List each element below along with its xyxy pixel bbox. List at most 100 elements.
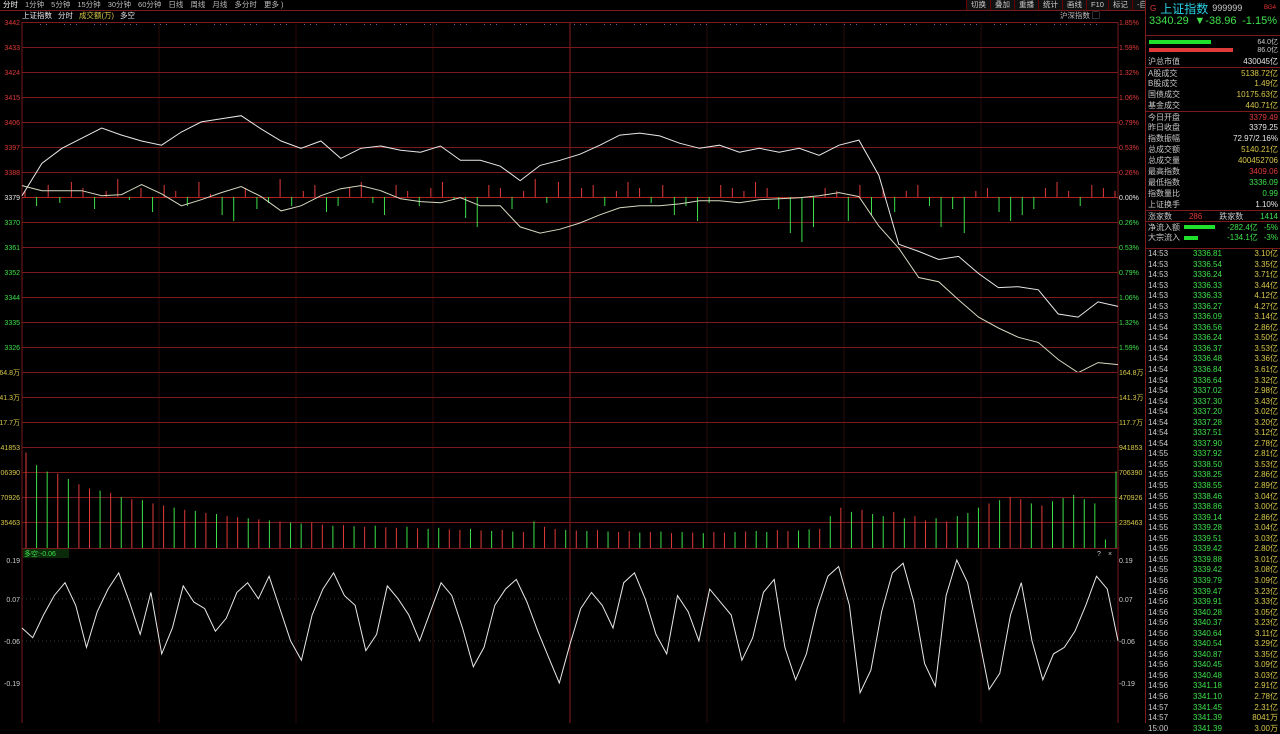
tick-row: 14:55 3339.14 2.86亿 — [1146, 513, 1280, 524]
event-marker — [94, 24, 95, 25]
tick-amount: 3.53亿 — [1254, 343, 1278, 353]
index-title: 上证指数 — [1160, 1, 1209, 16]
tick-amount: 3.50亿 — [1254, 333, 1278, 343]
stat-label: 总成交额 — [1148, 145, 1180, 154]
period-tab[interactable]: 月线 — [212, 0, 228, 9]
tick-amount: 3.03亿 — [1254, 533, 1278, 543]
period-tab[interactable]: 1分钟 — [25, 0, 45, 9]
inflow-bar-green — [1149, 40, 1211, 44]
indicator-tick-label: 0.07 — [6, 597, 20, 604]
tick-time: 14:56 — [1148, 628, 1169, 638]
tick-amount: 3.08亿 — [1254, 565, 1278, 575]
tick-amount: 2.80亿 — [1254, 544, 1278, 554]
stat-row: 总成交额 5140.21亿 — [1146, 144, 1280, 155]
event-marker — [1090, 24, 1091, 25]
intraday-chart[interactable]: 3442 1.85% 3433 1.59% 3424 1.32% 3415 1.06% 3406… — [0, 0, 1145, 723]
toolbar-button[interactable]: 标记 — [1107, 0, 1132, 10]
event-marker — [136, 24, 137, 25]
stat-value: 400452706 — [1237, 156, 1278, 165]
price-tick-label: 3415 — [4, 95, 20, 102]
tick-price: 3336.09 — [1193, 312, 1222, 322]
tick-time: 14:53 — [1148, 312, 1169, 322]
tick-row: 14:55 3338.25 2.86亿 — [1146, 470, 1280, 481]
tick-row: 14:53 3336.33 4.12亿 — [1146, 291, 1280, 302]
event-marker — [280, 24, 281, 25]
toolbar-button[interactable]: 统计 — [1038, 0, 1062, 10]
tick-price: 3336.24 — [1193, 333, 1222, 343]
close-icon[interactable]: × — [1108, 551, 1112, 558]
period-tab[interactable]: 多分时 — [234, 0, 257, 9]
period-tab[interactable]: 日线 — [168, 0, 184, 9]
toolbar-button[interactable]: 重播 — [1014, 0, 1038, 10]
tick-row: 14:56 3339.47 3.23亿 — [1146, 587, 1280, 598]
toolbar-button[interactable]: F10 — [1086, 0, 1108, 10]
event-marker — [616, 24, 617, 25]
pct-tick-label: 0.00% — [1119, 195, 1139, 202]
event-marker — [580, 24, 581, 25]
period-tab[interactable]: 30分钟 — [107, 0, 132, 9]
toolbar-button[interactable]: 切换 — [966, 0, 990, 10]
tick-amount: 2.31亿 — [1254, 702, 1278, 712]
tick-price: 3338.25 — [1193, 470, 1222, 480]
tick-row: 14:55 3339.42 2.80亿 — [1146, 544, 1280, 555]
tick-row: 14:56 3340.45 3.09亿 — [1146, 660, 1280, 671]
tick-list[interactable]: 14:53 3336.81 3.10亿 14:53 3336.54 3.35亿 14:53 3… — [1146, 248, 1280, 734]
tick-row: 14:53 3336.24 3.71亿 — [1146, 270, 1280, 281]
chart-subheader: 上证指数 分时 成交额(万) 多空 — [22, 11, 135, 21]
stat-value: 430045亿 — [1243, 57, 1278, 66]
period-tab[interactable]: 更多 ) — [263, 0, 284, 9]
tick-amount: 2.91亿 — [1254, 681, 1278, 691]
tick-price: 3339.42 — [1193, 565, 1222, 575]
event-marker — [634, 24, 635, 25]
period-tab[interactable]: 15分钟 — [77, 0, 101, 9]
event-marker — [1036, 24, 1037, 25]
tick-time: 14:54 — [1148, 438, 1169, 448]
toolbar-button[interactable]: 叠加 — [990, 0, 1014, 10]
indicator-name[interactable]: 多空 — [120, 11, 135, 20]
event-marker — [430, 24, 431, 25]
event-marker — [1054, 24, 1055, 25]
volume-label[interactable]: 成交额(万) — [79, 11, 114, 20]
stat-label: 最高指数 — [1148, 167, 1180, 176]
period-tab[interactable]: 分时 — [3, 0, 18, 9]
event-marker — [244, 24, 245, 25]
indicator-right-tick-label: -0.19 — [1119, 681, 1135, 688]
toolbar-button[interactable]: 画线 — [1062, 0, 1086, 10]
tick-price: 3340.64 — [1193, 628, 1222, 638]
tick-time: 14:53 — [1148, 249, 1169, 258]
right-panel: G 上证指数 999999 BG4 3340.29 ▼-38.96 -1.15%… — [1145, 0, 1280, 733]
tick-amount: 3.61亿 — [1254, 365, 1278, 375]
tick-amount: 3.11亿 — [1255, 628, 1278, 638]
tick-price: 3340.45 — [1193, 660, 1222, 670]
pct-tick-label: 0.79% — [1119, 270, 1139, 277]
tick-time: 14:54 — [1148, 343, 1169, 353]
tick-row: 14:54 3337.28 3.20亿 — [1146, 418, 1280, 429]
pct-tick-label: 1.59% — [1119, 45, 1139, 52]
mode-label[interactable]: 分时 — [58, 11, 73, 20]
stat-value: 3409.06 — [1249, 167, 1278, 176]
period-tab[interactable]: 60分钟 — [138, 0, 162, 9]
volume-tick-label: 41853 — [1, 445, 21, 452]
price-tick-label: 3370 — [4, 220, 20, 227]
help-icon[interactable]: ? — [1097, 551, 1101, 558]
price-tick-label: 3397 — [4, 145, 20, 152]
tick-time: 14:55 — [1148, 470, 1169, 480]
event-marker — [1024, 24, 1025, 25]
stats-list: 沪总市值 430045亿 A股成交 5138.72亿 B股成交 1.49亿 国债成交 1017… — [1146, 56, 1280, 243]
event-marker — [286, 24, 287, 25]
tick-row: 14:55 3339.42 3.08亿 — [1146, 565, 1280, 576]
event-marker — [724, 24, 725, 25]
tag-label: BG4 — [1263, 5, 1276, 11]
event-marker — [694, 24, 695, 25]
tick-amount: 3.00万 — [1254, 723, 1278, 733]
period-tab[interactable]: 5分钟 — [51, 0, 71, 9]
hs-index-button[interactable]: 沪深指数 ▢ — [1060, 11, 1100, 20]
indicator-right-tick-label: 0.07 — [1119, 597, 1133, 604]
stat-value: 5140.21亿 — [1241, 145, 1278, 154]
tick-time: 14:56 — [1148, 575, 1169, 585]
event-marker — [856, 24, 857, 25]
down-count: 1414 — [1260, 212, 1278, 221]
event-marker — [196, 24, 197, 25]
pct-tick-label: 1.59% — [1119, 345, 1139, 352]
period-tab[interactable]: 周线 — [190, 0, 206, 9]
